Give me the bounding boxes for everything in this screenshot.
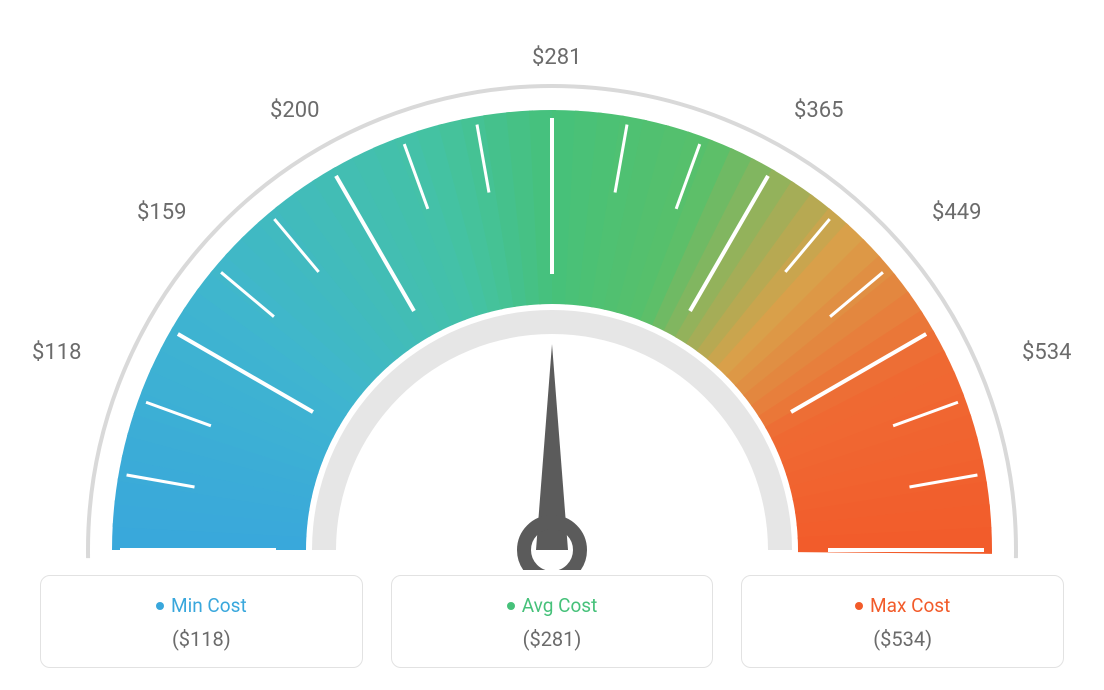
legend-card-label: Avg Cost [522,594,598,617]
legend-card-label: Min Cost [171,594,247,617]
legend-card-title: Max Cost [752,594,1053,617]
gauge-scale-label: $118 [32,340,81,365]
legend-dot-icon [855,602,863,610]
legend-row: Min Cost ($118) Avg Cost ($281) Max Cost ($53… [40,575,1064,668]
gauge-scale-label: $534 [1022,340,1071,365]
legend-card-label: Max Cost [870,594,950,617]
gauge-scale-label: $200 [270,98,319,123]
legend-card-title: Avg Cost [402,594,703,617]
legend-card-value: ($534) [752,627,1053,651]
legend-card-value: ($118) [51,627,352,651]
gauge-scale-label: $449 [932,200,981,225]
legend-card-title: Min Cost [51,594,352,617]
legend-dot-icon [156,602,164,610]
legend-card: Max Cost ($534) [741,575,1064,668]
gauge-scale-label: $159 [137,200,186,225]
legend-card: Avg Cost ($281) [391,575,714,668]
gauge-scale-label: $281 [532,45,581,70]
legend-dot-icon [507,602,515,610]
legend-card-value: ($281) [402,627,703,651]
gauge-svg [32,40,1072,570]
cost-gauge-chart: $118 $159 $200 $281 $365 $449 $534 [32,40,1072,570]
legend-card: Min Cost ($118) [40,575,363,668]
gauge-scale-label: $365 [794,98,843,123]
